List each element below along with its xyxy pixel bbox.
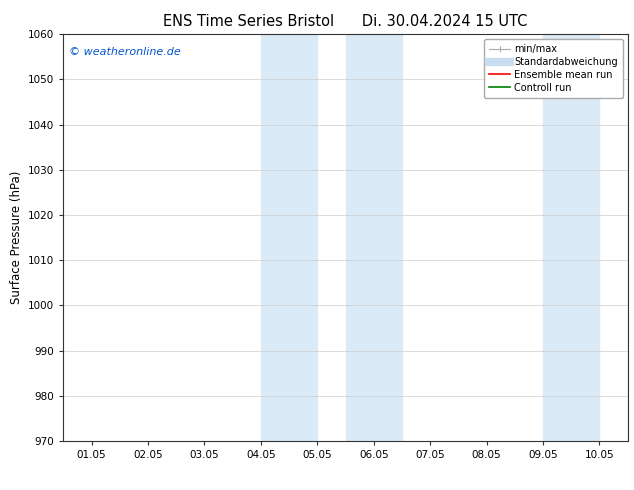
Legend: min/max, Standardabweichung, Ensemble mean run, Controll run: min/max, Standardabweichung, Ensemble me…: [484, 39, 623, 98]
Y-axis label: Surface Pressure (hPa): Surface Pressure (hPa): [10, 171, 23, 304]
Bar: [543, 34, 600, 441]
Bar: [261, 34, 317, 441]
Text: © weatheronline.de: © weatheronline.de: [69, 47, 181, 56]
Bar: [346, 34, 402, 441]
Bar: [628, 34, 634, 441]
Title: ENS Time Series Bristol      Di. 30.04.2024 15 UTC: ENS Time Series Bristol Di. 30.04.2024 1…: [164, 14, 527, 29]
